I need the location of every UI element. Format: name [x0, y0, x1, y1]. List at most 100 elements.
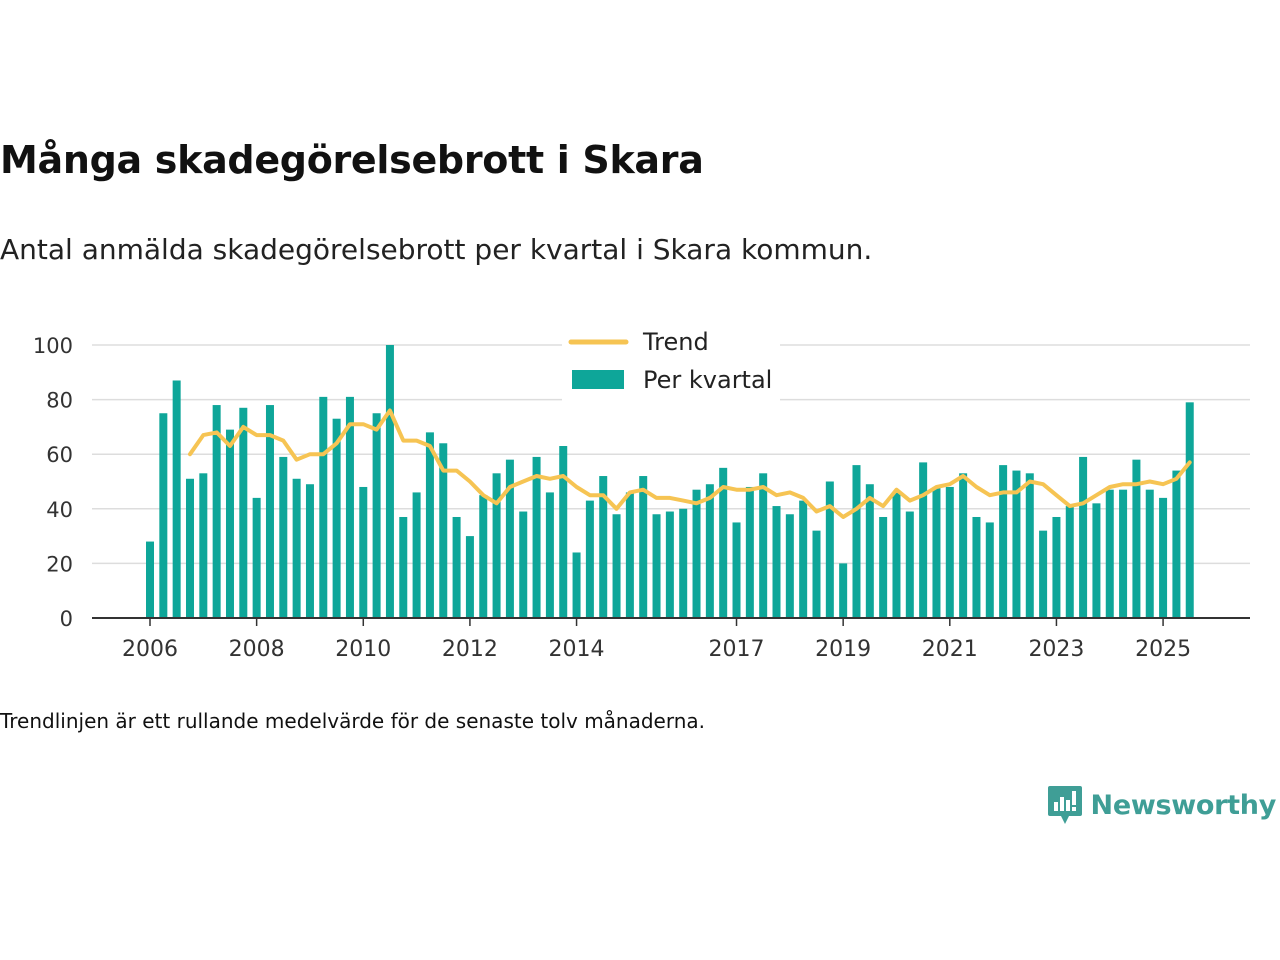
- bar: [919, 462, 928, 618]
- bar: [252, 497, 261, 618]
- y-tick-label: 20: [46, 552, 73, 576]
- brand-logo[interactable]: Newsworthy: [1047, 784, 1276, 826]
- bar: [532, 456, 541, 618]
- bar: [945, 486, 954, 618]
- bar: [239, 407, 248, 618]
- bar: [772, 506, 781, 618]
- bar: [372, 413, 381, 618]
- bar: [1132, 459, 1141, 618]
- bar: [465, 536, 474, 618]
- brand-name: Newsworthy: [1090, 789, 1277, 821]
- bar: [479, 495, 488, 618]
- trend-line: [188, 408, 1192, 519]
- bar: [1025, 473, 1034, 618]
- y-tick-label: 40: [46, 498, 73, 522]
- bar: [865, 484, 874, 618]
- bar: [412, 492, 421, 618]
- x-tick-label: 2019: [815, 637, 871, 662]
- footnote: Trendlinjen är ett rullande medelvärde f…: [0, 709, 706, 733]
- chart-area: 0 20 40 60 80 100 2006 2008 2010 2012 2014 2017 201…: [33, 323, 1250, 662]
- x-tick-label: 2023: [1028, 637, 1084, 662]
- legend-bar-label: Per kvartal: [643, 366, 772, 394]
- x-tick-label: 2014: [549, 637, 605, 662]
- bar: [505, 459, 514, 618]
- bar: [612, 514, 621, 618]
- bar: [1185, 402, 1194, 618]
- bar: [679, 508, 688, 618]
- bar: [439, 443, 448, 618]
- bar: [1119, 489, 1128, 618]
- chart-subtitle: Antal anmälda skadegörelsebrott per kvar…: [0, 233, 873, 266]
- bar: [1159, 497, 1168, 618]
- bar: [185, 478, 194, 618]
- y-tick-label: 0: [60, 607, 73, 631]
- bar: [732, 522, 741, 618]
- bar: [399, 516, 408, 618]
- bar: [1079, 456, 1088, 618]
- bar: [319, 396, 328, 618]
- bar: [1012, 470, 1021, 618]
- bar: [345, 396, 354, 618]
- bar: [825, 481, 834, 618]
- y-tick-label: 80: [46, 389, 73, 413]
- newsworthy-logo-icon: [1047, 786, 1082, 824]
- x-axis: 2006 2008 2010 2012 2014 2017 2019 2021 2023 2025: [122, 618, 1191, 662]
- bar: [1039, 530, 1048, 618]
- bar: [159, 413, 168, 618]
- bar: [1105, 489, 1114, 618]
- chart-title: Många skadegörelsebrott i Skara: [0, 138, 704, 182]
- bar: [879, 516, 888, 618]
- y-axis: 0 20 40 60 80 100: [33, 334, 73, 631]
- bar: [892, 492, 901, 618]
- bar: [385, 345, 394, 618]
- bar: [999, 465, 1008, 618]
- bar: [799, 500, 808, 618]
- x-tick-label: 2021: [922, 637, 978, 662]
- bar: [719, 467, 728, 618]
- legend-trend-label: Trend: [642, 328, 709, 356]
- bar: [519, 511, 528, 618]
- bar: [1145, 489, 1154, 618]
- bar: [652, 514, 661, 618]
- x-tick-label: 2006: [122, 637, 178, 662]
- bar: [1172, 470, 1181, 618]
- bar: [959, 473, 968, 618]
- bar: [545, 492, 554, 618]
- bar: [212, 405, 221, 618]
- bar: [812, 530, 821, 618]
- bar: [705, 484, 714, 618]
- bar: [492, 473, 501, 618]
- bar: [1092, 503, 1101, 618]
- bar: [559, 446, 568, 618]
- legend: Trend Per kvartal: [562, 323, 780, 403]
- bar-series: [146, 345, 1194, 618]
- bar: [785, 514, 794, 618]
- bar: [759, 473, 768, 618]
- bar: [932, 486, 941, 618]
- bar: [692, 489, 701, 618]
- bar: [425, 432, 434, 618]
- bar: [1065, 506, 1074, 618]
- bar: [305, 484, 314, 618]
- bar: [359, 486, 368, 618]
- bar: [1052, 516, 1061, 618]
- bar: [146, 541, 154, 618]
- bar: [279, 456, 288, 618]
- bar: [585, 500, 594, 618]
- bar: [745, 486, 754, 618]
- bar: [199, 473, 208, 618]
- y-tick-label: 60: [46, 443, 73, 467]
- bar: [172, 380, 181, 618]
- bar: [839, 563, 848, 618]
- bar: [225, 429, 234, 618]
- bar: [452, 516, 461, 618]
- bar: [572, 552, 581, 618]
- bar: [625, 492, 634, 618]
- x-tick-label: 2012: [442, 637, 498, 662]
- bar: [599, 476, 608, 618]
- bar: [332, 418, 341, 618]
- bar: [905, 511, 914, 618]
- x-tick-label: 2025: [1135, 637, 1191, 662]
- trend-series: [188, 408, 1192, 519]
- y-tick-label: 100: [33, 334, 73, 358]
